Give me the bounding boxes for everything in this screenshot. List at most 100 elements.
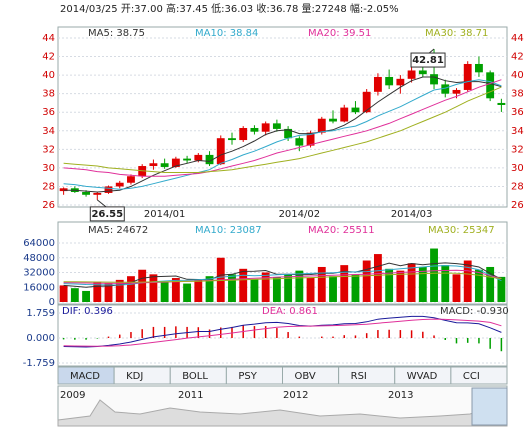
y-tick-label-right: 44	[511, 33, 524, 44]
tab-label[interactable]: PSY	[238, 371, 257, 382]
volume-bar	[475, 269, 483, 302]
y-tick-label: 34	[42, 126, 55, 137]
tab-label[interactable]: CCI	[463, 371, 480, 382]
candle-body	[385, 76, 394, 86]
y-tick-label: 0	[49, 297, 55, 308]
navigator-window[interactable]	[471, 387, 508, 426]
ma-line	[63, 265, 502, 286]
volume-bar	[160, 281, 169, 302]
volume-bar	[385, 268, 394, 302]
y-tick-label-right: 32	[511, 144, 524, 155]
ma-line	[63, 79, 502, 177]
volume-bar	[115, 279, 124, 302]
candle-body	[104, 186, 113, 193]
legend-entry: MA10: 38.84	[195, 28, 258, 39]
volume-bar	[239, 268, 248, 302]
candle-body	[284, 128, 293, 139]
candle-body	[239, 127, 248, 141]
legend-entry: DIF: 0.396	[62, 306, 113, 317]
candle-body	[441, 84, 450, 94]
min-label: 26.55	[91, 209, 123, 220]
y-tick-label-right: 26	[511, 200, 524, 211]
volume-bar	[340, 265, 349, 302]
volume-bar	[82, 290, 90, 302]
candle-body	[452, 89, 461, 94]
y-tick-label: 26	[42, 200, 55, 211]
x-tick-label: 2014/03	[391, 209, 433, 220]
price-panel	[57, 26, 508, 208]
volume-bar	[486, 266, 495, 302]
y-tick-label: -1.759	[23, 358, 55, 369]
y-tick-label-right: 34	[511, 126, 524, 137]
volume-bar	[351, 274, 360, 302]
y-tick-label: 64000	[23, 238, 55, 249]
ma-line	[63, 272, 502, 283]
y-tick-label: 32	[42, 144, 55, 155]
volume-bar	[127, 276, 135, 302]
candle-body	[82, 192, 90, 195]
candle-body	[396, 78, 405, 86]
y-tick-label: 44	[42, 33, 55, 44]
y-tick-label: 42	[42, 52, 55, 63]
tab[interactable]	[450, 366, 508, 385]
candle-body	[127, 176, 135, 183]
candle-body	[295, 138, 304, 146]
volume-bar	[70, 288, 79, 302]
candle-body	[205, 154, 214, 165]
y-tick-label: 16000	[23, 282, 55, 293]
ma-line	[63, 315, 502, 348]
candle-body	[149, 163, 158, 167]
legend-entry: DEA: 0.861	[262, 306, 318, 317]
volume-bar	[407, 263, 416, 302]
legend-entry: MA5: 24672	[88, 225, 148, 236]
tab-label[interactable]: RSI	[351, 371, 367, 382]
volume-bar	[295, 270, 304, 302]
candle-body	[418, 70, 427, 75]
candle-body	[497, 102, 506, 105]
volume-bar	[59, 285, 68, 302]
legend-entry: MACD: -0.930	[440, 306, 509, 317]
y-tick-label: 0.000	[26, 333, 55, 344]
y-tick-label: 30	[42, 163, 55, 174]
navigator-year: 2012	[283, 390, 308, 401]
tab-label[interactable]: KDJ	[126, 371, 143, 382]
volume-bar	[418, 266, 427, 302]
volume-bar	[430, 248, 438, 302]
candle-body	[261, 123, 270, 132]
volume-bar	[272, 277, 281, 302]
candle-body	[340, 107, 349, 122]
volume-bar	[284, 274, 293, 302]
volume-bar	[362, 260, 371, 302]
candle-body	[93, 192, 102, 195]
candle-body	[183, 158, 192, 161]
candle-body	[228, 138, 236, 141]
volume-bar	[250, 278, 259, 302]
volume-bar	[317, 266, 326, 302]
candle-body	[463, 63, 472, 90]
ma-line	[63, 76, 502, 193]
tab-label[interactable]: BOLL	[182, 371, 208, 382]
candle-body	[486, 72, 495, 99]
tab-label[interactable]: WVAD	[407, 371, 438, 382]
volume-bar	[138, 269, 147, 302]
volume-bar	[171, 278, 180, 302]
volume-bar	[183, 283, 192, 302]
volume-panel	[57, 221, 508, 305]
candle-body	[373, 76, 382, 92]
legend-entry: MA20: 39.51	[308, 28, 371, 39]
tab-label[interactable]: MACD	[70, 371, 100, 382]
y-tick-label: 32000	[23, 268, 55, 279]
tab-label[interactable]: OBV	[295, 371, 316, 382]
candle-body	[317, 118, 326, 133]
y-tick-label-right: 30	[511, 163, 524, 174]
candle-body	[216, 138, 225, 165]
volume-bar	[149, 274, 158, 302]
candle-body	[430, 74, 438, 85]
y-tick-label: 38	[42, 89, 55, 100]
candle-body	[272, 123, 281, 129]
y-tick-label-right: 38	[511, 89, 524, 100]
max-box	[410, 52, 446, 68]
legend-entry: MA5: 38.75	[88, 28, 145, 39]
volume-bar	[329, 276, 337, 302]
